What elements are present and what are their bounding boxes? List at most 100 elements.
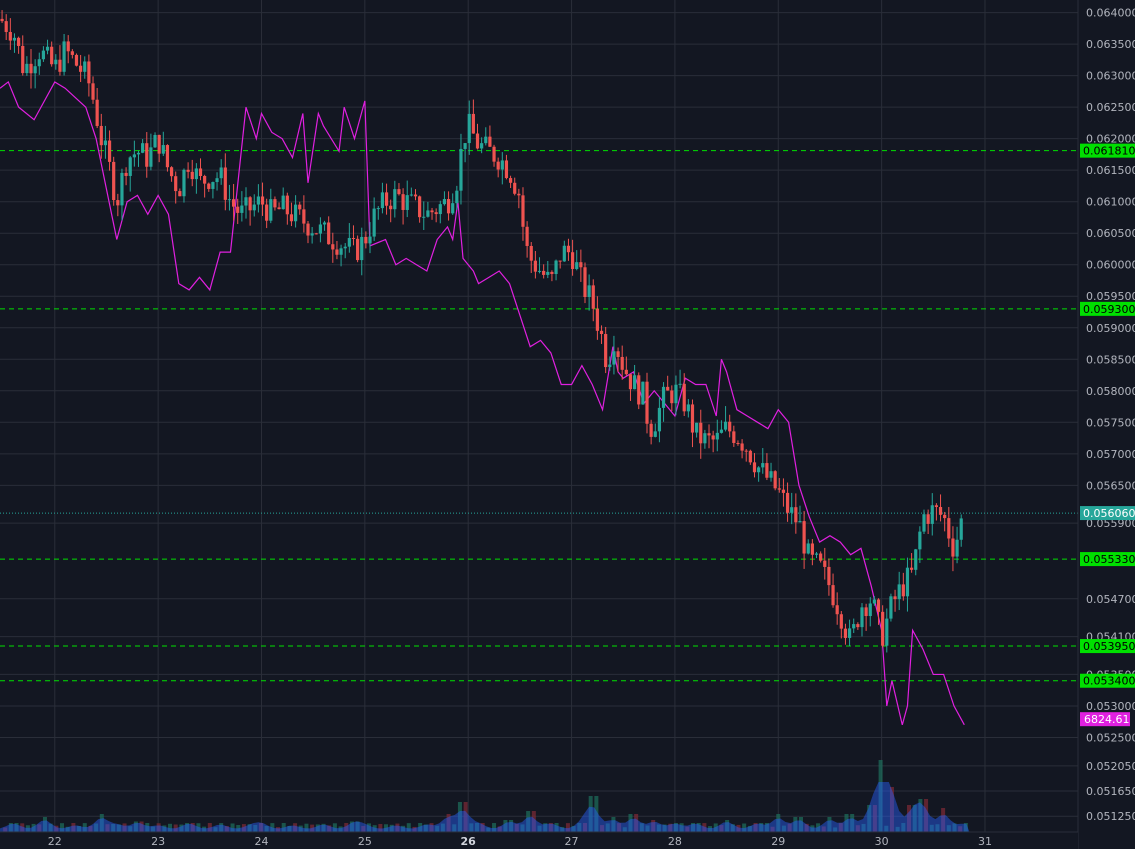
candle-body xyxy=(446,199,451,214)
volume-bar xyxy=(679,823,684,832)
volume-bar xyxy=(662,824,667,832)
volume-bar xyxy=(844,814,849,832)
candle-body xyxy=(136,152,141,155)
volume-bar xyxy=(867,805,872,832)
candle-body xyxy=(488,136,492,147)
candle-body xyxy=(107,140,112,162)
price-line-label-bg xyxy=(1080,506,1135,521)
price-axis[interactable]: 0.064000 0.063500 0.063000 0.062500 0.062000… xyxy=(1077,0,1135,849)
candle-body xyxy=(835,605,839,615)
candle-body xyxy=(413,194,418,197)
price-line-label: 0.053400 xyxy=(1083,675,1135,688)
candle-body xyxy=(860,607,864,628)
candle-body xyxy=(819,553,823,561)
price-line-label-bg xyxy=(1080,673,1135,688)
volume-bar xyxy=(787,823,792,832)
time-tick-label: 28 xyxy=(668,835,682,848)
candle-body xyxy=(45,46,50,51)
candle-body xyxy=(252,204,256,211)
candle-body xyxy=(570,252,575,269)
candle-body xyxy=(87,61,91,84)
volume-bar xyxy=(628,814,633,832)
volume-bar xyxy=(395,823,400,832)
volume-bar xyxy=(582,823,587,832)
candle-body xyxy=(806,543,810,554)
candle-body xyxy=(12,37,17,41)
volume-bar xyxy=(418,823,423,832)
candle-body xyxy=(604,334,608,368)
candle-body xyxy=(132,154,136,158)
price-axis-bg xyxy=(1078,0,1135,849)
candle-body xyxy=(856,624,860,628)
volume-bar xyxy=(833,827,838,832)
volume-bar xyxy=(668,823,673,832)
price-tick-label: 0.054700 xyxy=(1086,593,1135,606)
price-line-label: 0.059300 xyxy=(1083,303,1135,316)
volume-bar xyxy=(338,826,343,832)
time-axis[interactable]: 22 23 24 25 26 27 28 29 30 31 xyxy=(0,831,1078,849)
volume-bar xyxy=(327,825,332,832)
candle-body xyxy=(451,203,455,214)
candle-body xyxy=(227,199,232,201)
volume-bar xyxy=(526,811,531,832)
candle-body xyxy=(674,384,678,404)
price-tick-label: 0.051250 xyxy=(1086,810,1135,823)
volume-bar xyxy=(287,826,292,832)
volume-bar xyxy=(82,823,87,832)
price-tick-label: 0.058000 xyxy=(1086,385,1135,398)
candle-body xyxy=(546,271,550,275)
price-tick-label: 0.061000 xyxy=(1086,196,1135,209)
candle-body xyxy=(37,59,41,67)
candle-body xyxy=(318,224,323,234)
candle-body xyxy=(537,270,542,272)
candle-body xyxy=(70,51,74,55)
candle-body xyxy=(695,422,699,433)
candle-body xyxy=(930,505,934,524)
volume-bar xyxy=(804,823,809,832)
candle-body xyxy=(153,134,157,148)
candle-body xyxy=(575,262,579,269)
price-line-label: 0.056060 xyxy=(1083,507,1135,520)
volume-bar xyxy=(554,823,559,832)
volume-bar xyxy=(713,823,718,832)
candle-body xyxy=(525,226,529,246)
candle-body xyxy=(637,375,641,405)
price-tick-label: 0.057000 xyxy=(1086,448,1135,461)
candle-body xyxy=(566,245,571,253)
volume-bar xyxy=(639,823,644,832)
price-tick-label: 0.056500 xyxy=(1086,479,1135,492)
candle-body xyxy=(901,584,905,597)
overlay-value-label-bg xyxy=(1080,712,1130,727)
candle-body xyxy=(186,169,190,172)
volume-bar xyxy=(463,802,468,832)
candle-body xyxy=(827,566,831,586)
candle-body xyxy=(823,560,827,567)
candlesticks[interactable] xyxy=(0,10,963,653)
candle-body xyxy=(455,190,459,204)
volume-bar xyxy=(486,827,491,832)
volume-bar xyxy=(941,808,946,832)
volume-bar xyxy=(406,823,411,832)
candle-body xyxy=(364,236,368,244)
candle-body xyxy=(558,260,562,262)
candle-body xyxy=(480,143,484,149)
candle-body xyxy=(58,59,62,72)
volume-bar xyxy=(145,823,150,832)
candle-body xyxy=(905,567,910,597)
candle-body xyxy=(380,192,385,209)
candle-body xyxy=(351,237,356,239)
time-tick-label: 26 xyxy=(461,835,477,848)
volume-bar xyxy=(99,814,104,832)
candle-body xyxy=(732,431,736,443)
candle-body xyxy=(645,381,649,424)
price-tick-label: 0.052500 xyxy=(1086,731,1135,744)
overlay-line xyxy=(0,80,965,726)
candle-body xyxy=(909,567,914,570)
candle-body xyxy=(802,521,806,554)
candle-body xyxy=(442,199,447,205)
candle-body xyxy=(703,433,707,444)
volume-bar xyxy=(116,824,121,832)
candle-body xyxy=(794,507,798,523)
volume-bar xyxy=(37,824,42,832)
